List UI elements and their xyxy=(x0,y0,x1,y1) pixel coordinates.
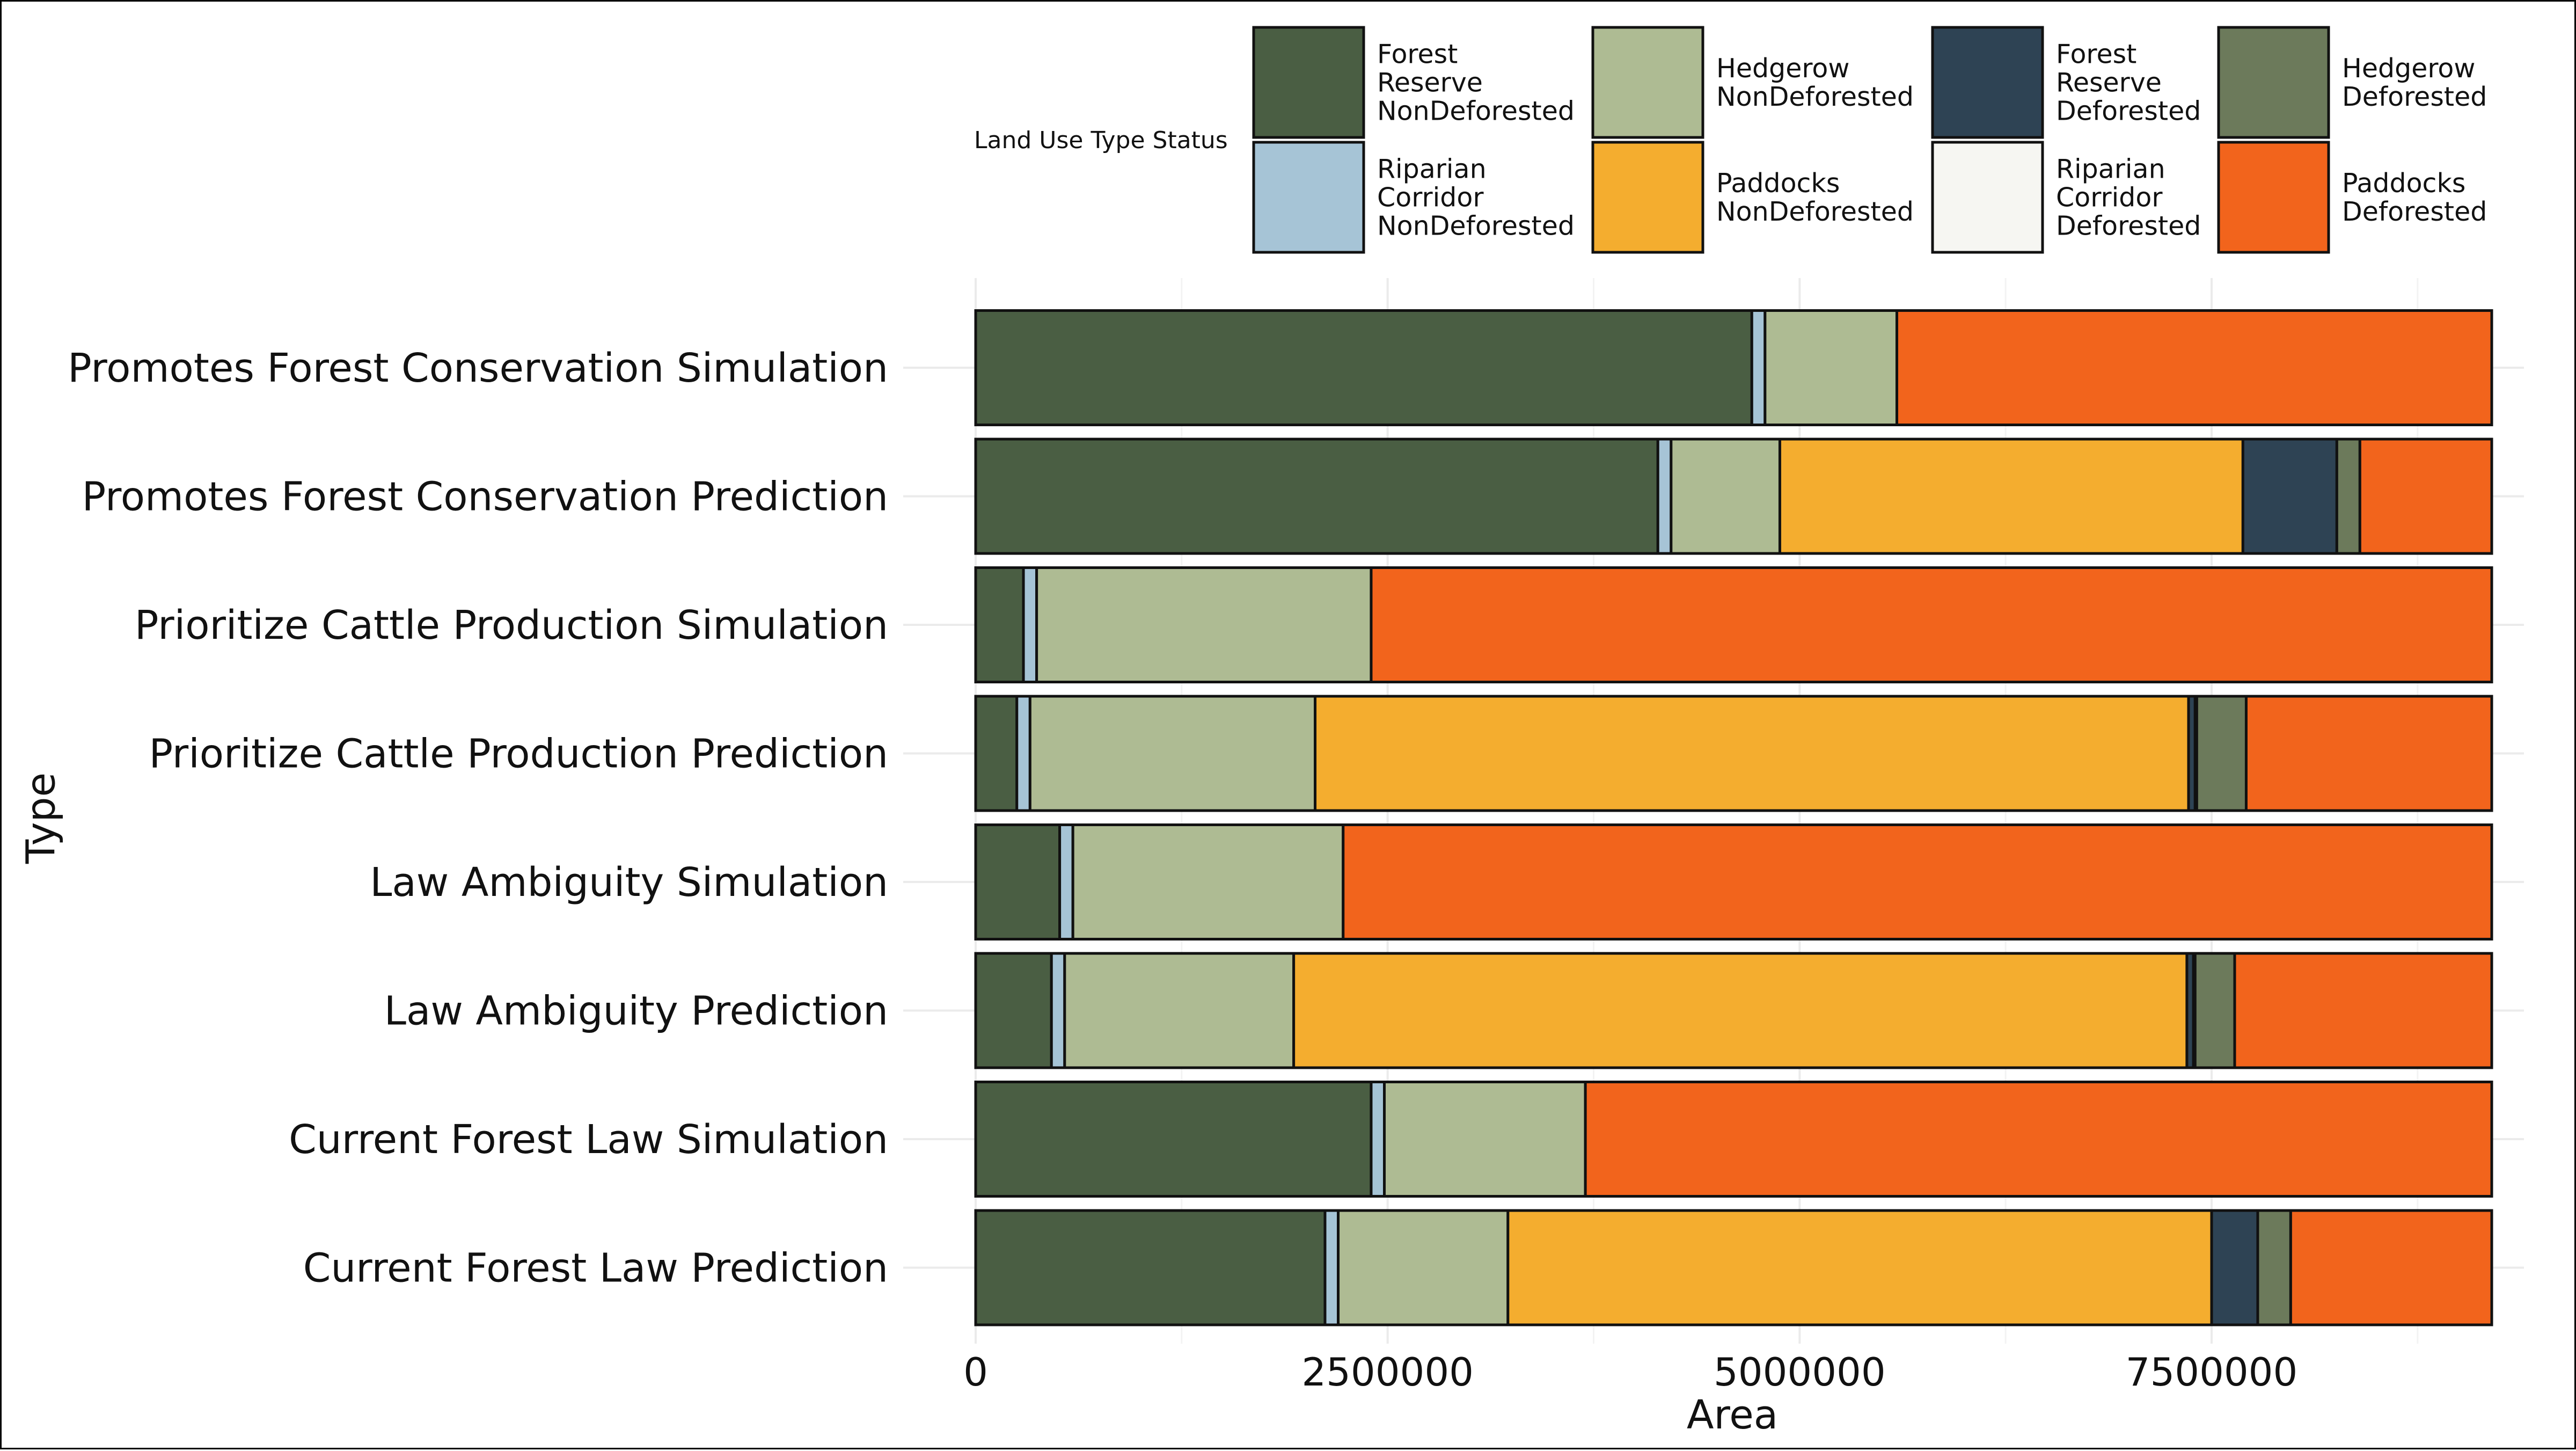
bar-segment-hn xyxy=(1071,823,1345,940)
legend-label-rcd: Deforested xyxy=(2056,211,2201,242)
bar-segment-frn xyxy=(974,952,1053,1069)
legend-label-rcn: Corridor xyxy=(1377,183,1484,213)
legend-label-pd: Paddocks xyxy=(2342,168,2465,199)
x-tick-label: 0 xyxy=(963,1350,988,1395)
legend-key-hd xyxy=(2217,26,2330,139)
bar-segment-frn xyxy=(974,566,1025,683)
bar-segment-hn xyxy=(1670,438,1781,555)
bar-segment-rcn xyxy=(1370,1081,1386,1198)
legend-label-frd: Forest xyxy=(2056,39,2136,70)
legend-label-pn: NonDeforested xyxy=(1716,196,1914,227)
bar-segment-rcn xyxy=(1022,566,1038,683)
bar-segment-pd xyxy=(2233,952,2493,1069)
category-label: Current Forest Law Prediction xyxy=(303,1245,888,1292)
bar-segment-hn xyxy=(1763,309,1898,426)
bars xyxy=(974,309,2493,1326)
bar-segment-rcn xyxy=(1015,695,1031,812)
x-tick-label: 7500000 xyxy=(2126,1350,2298,1395)
bar-segment-hn xyxy=(1035,566,1373,683)
bar-segment-rcn xyxy=(1058,823,1074,940)
legend-key-frn xyxy=(1252,26,1365,139)
bar-segment-frd xyxy=(2241,438,2338,555)
category-label: Promotes Forest Conservation Simulation xyxy=(68,345,888,391)
legend-label-pd: Deforested xyxy=(2342,196,2487,227)
category-label: Prioritize Cattle Production Prediction xyxy=(149,731,888,777)
bar-segment-pd xyxy=(1895,309,2493,426)
bar-segment-rcn xyxy=(1750,309,1767,426)
legend-key-pd xyxy=(2217,141,2330,254)
legend-key-rcn xyxy=(1252,141,1365,254)
legend-label-frn: NonDeforested xyxy=(1377,96,1575,127)
legend-label-pn: Paddocks xyxy=(1716,168,1840,199)
bar-segment-hd xyxy=(2256,1209,2292,1326)
y-axis-title: Type xyxy=(18,772,64,864)
bar-segment-pd xyxy=(1342,823,2493,940)
x-tick-label: 5000000 xyxy=(1714,1350,1886,1395)
bar-segment-rcn xyxy=(1050,952,1066,1069)
legend-key-hn xyxy=(1591,26,1704,139)
legend-key-rcd xyxy=(1931,141,2044,254)
legend-label-hn: Hedgerow xyxy=(1716,53,1849,84)
bar-segment-hd xyxy=(2193,952,2236,1069)
legend-label-hn: NonDeforested xyxy=(1716,82,1914,112)
legend-label-rcd: Corridor xyxy=(2056,183,2163,213)
bar-segment-pd xyxy=(2358,438,2493,555)
bar-segment-pd xyxy=(1584,1081,2493,1198)
legend-label-hd: Hedgerow xyxy=(2342,53,2475,84)
bar-segment-pn xyxy=(1292,952,2189,1069)
category-label: Law Ambiguity Prediction xyxy=(384,988,888,1034)
legend-label-frd: Reserve xyxy=(2056,68,2162,98)
x-tick-label: 2500000 xyxy=(1301,1350,1474,1395)
bar-segment-hn xyxy=(1337,1209,1510,1326)
bar-segment-hd xyxy=(2335,438,2361,555)
bar-segment-hd xyxy=(2195,695,2248,812)
legend-title: Land Use Type Status xyxy=(974,127,1228,154)
bar-segment-pd xyxy=(2289,1209,2493,1326)
x-axis-title: Area xyxy=(1687,1392,1778,1438)
category-label: Current Forest Law Simulation xyxy=(289,1117,888,1163)
legend: Land Use Type Status ForestReserveNonDef… xyxy=(974,26,2487,254)
bar-segment-frn xyxy=(974,438,1659,555)
category-labels: Promotes Forest Conservation Simulation P… xyxy=(68,345,888,1292)
legend-label-frn: Forest xyxy=(1377,39,1458,70)
bar-segment-hn xyxy=(1028,695,1317,812)
bar-segment-pn xyxy=(1506,1209,2213,1326)
bar-segment-frn xyxy=(974,1209,1327,1326)
legend-key-frd xyxy=(1931,26,2044,139)
bar-segment-frd xyxy=(2210,1209,2259,1326)
bar-segment-rcn xyxy=(1323,1209,1340,1326)
legend-label-frd: Deforested xyxy=(2056,96,2201,127)
bar-segment-frn xyxy=(974,309,1753,426)
bar-segment-pd xyxy=(1370,566,2493,683)
bar-segment-frn xyxy=(974,823,1062,940)
legend-label-hd: Deforested xyxy=(2342,82,2487,112)
category-label: Prioritize Cattle Production Simulation xyxy=(135,602,888,648)
legend-label-rcd: Riparian xyxy=(2056,154,2165,185)
bar-segment-rcn xyxy=(1656,438,1673,555)
category-label: Law Ambiguity Simulation xyxy=(370,859,888,906)
bar-segment-pn xyxy=(1314,695,2190,812)
x-tick-labels: 0 2500000 5000000 7500000 xyxy=(963,1350,2297,1395)
bar-segment-frn xyxy=(974,1081,1373,1198)
legend-label-rcn: NonDeforested xyxy=(1377,211,1575,242)
bar-segment-frn xyxy=(974,695,1019,812)
bar-segment-hn xyxy=(1383,1081,1587,1198)
bar-segment-pd xyxy=(2244,695,2493,812)
legend-label-frn: Reserve xyxy=(1377,68,1483,98)
bar-segment-pn xyxy=(1778,438,2244,555)
category-label: Promotes Forest Conservation Prediction xyxy=(82,474,888,520)
legend-label-rcn: Riparian xyxy=(1377,154,1487,185)
legend-key-pn xyxy=(1591,141,1704,254)
bar-segment-hn xyxy=(1063,952,1296,1069)
